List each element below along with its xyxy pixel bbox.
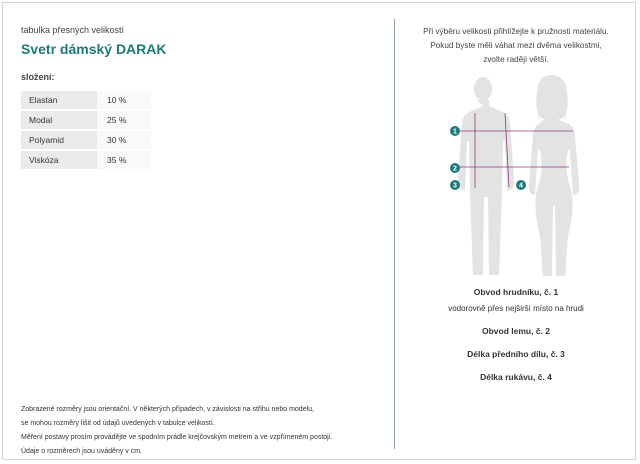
female-silhouette (528, 75, 580, 276)
marker-2: 2 (450, 163, 460, 173)
advice-line: zvolte raději větší. (483, 55, 549, 64)
product-title: Svetr dámský DARAK (21, 41, 167, 57)
size-chart-panel: tabulka přesných velikostí Svetr dámský … (2, 2, 636, 460)
table-row: Elastan 10 % (21, 91, 151, 109)
male-silhouette (457, 77, 515, 275)
svg-text:2: 2 (453, 166, 457, 173)
measurement-legend: Obvod hrudníku, č. 1 vodorovně přes nejš… (395, 287, 637, 382)
column-divider (394, 19, 395, 449)
material-percent: 10 % (97, 91, 151, 109)
footnote-line: Měření postavy prosím provádějte ve spod… (21, 434, 333, 441)
material-name: Modal (21, 111, 97, 129)
measurement-lines (455, 112, 573, 188)
marker-1: 1 (450, 126, 460, 136)
advice-line: Pokud byste měli váhat mezi dvěma veliko… (430, 41, 602, 50)
footnote-line: Zobrazené rozměry jsou orientační. V něk… (21, 406, 314, 413)
table-row: Viskóza 35 % (21, 151, 151, 169)
table-row: Modal 25 % (21, 111, 151, 129)
material-name: Polyamid (21, 131, 97, 149)
size-advice: Při výběru velikosti přihlížejte k pružn… (395, 25, 637, 67)
measurement-footnote: Zobrazené rozměry jsou orientační. V něk… (21, 403, 381, 459)
svg-text:3: 3 (453, 183, 457, 190)
body-measurement-figure: 1 2 3 4 (450, 75, 580, 276)
material-percent: 35 % (97, 151, 151, 169)
material-name: Elastan (21, 91, 97, 109)
marker-4: 4 (516, 180, 526, 190)
chest-title: Obvod hrudníku, č. 1 (473, 287, 559, 297)
svg-text:4: 4 (519, 183, 523, 190)
sleeve-length-title: Délka rukávu, č. 4 (480, 372, 552, 382)
front-length-title: Délka předního dílu, č. 3 (467, 349, 565, 359)
footnote-line: Údaje o rozměrech jsou uváděny v cm. (21, 448, 142, 455)
material-percent: 30 % (97, 131, 151, 149)
footnote-line: se mohou rozměry lišit od údajů uvedenýc… (21, 420, 215, 427)
svg-text:1: 1 (453, 129, 457, 136)
table-row: Polyamid 30 % (21, 131, 151, 149)
page-kicker: tabulka přesných velikostí (21, 25, 125, 35)
marker-3: 3 (450, 180, 460, 190)
chest-description: vodorovně přes nejširší místo na hrudi (448, 304, 584, 313)
right-column: Při výběru velikosti přihlížejte k pružn… (395, 3, 637, 461)
composition-table: Elastan 10 % Modal 25 % Polyamid 30 % Vi… (21, 89, 151, 171)
composition-label: složení: (21, 72, 55, 82)
left-column: tabulka přesných velikostí Svetr dámský … (21, 25, 381, 171)
advice-line: Při výběru velikosti přihlížejte k pružn… (423, 27, 609, 36)
material-percent: 25 % (97, 111, 151, 129)
material-name: Viskóza (21, 151, 97, 169)
hem-title: Obvod lemu, č. 2 (481, 326, 551, 336)
